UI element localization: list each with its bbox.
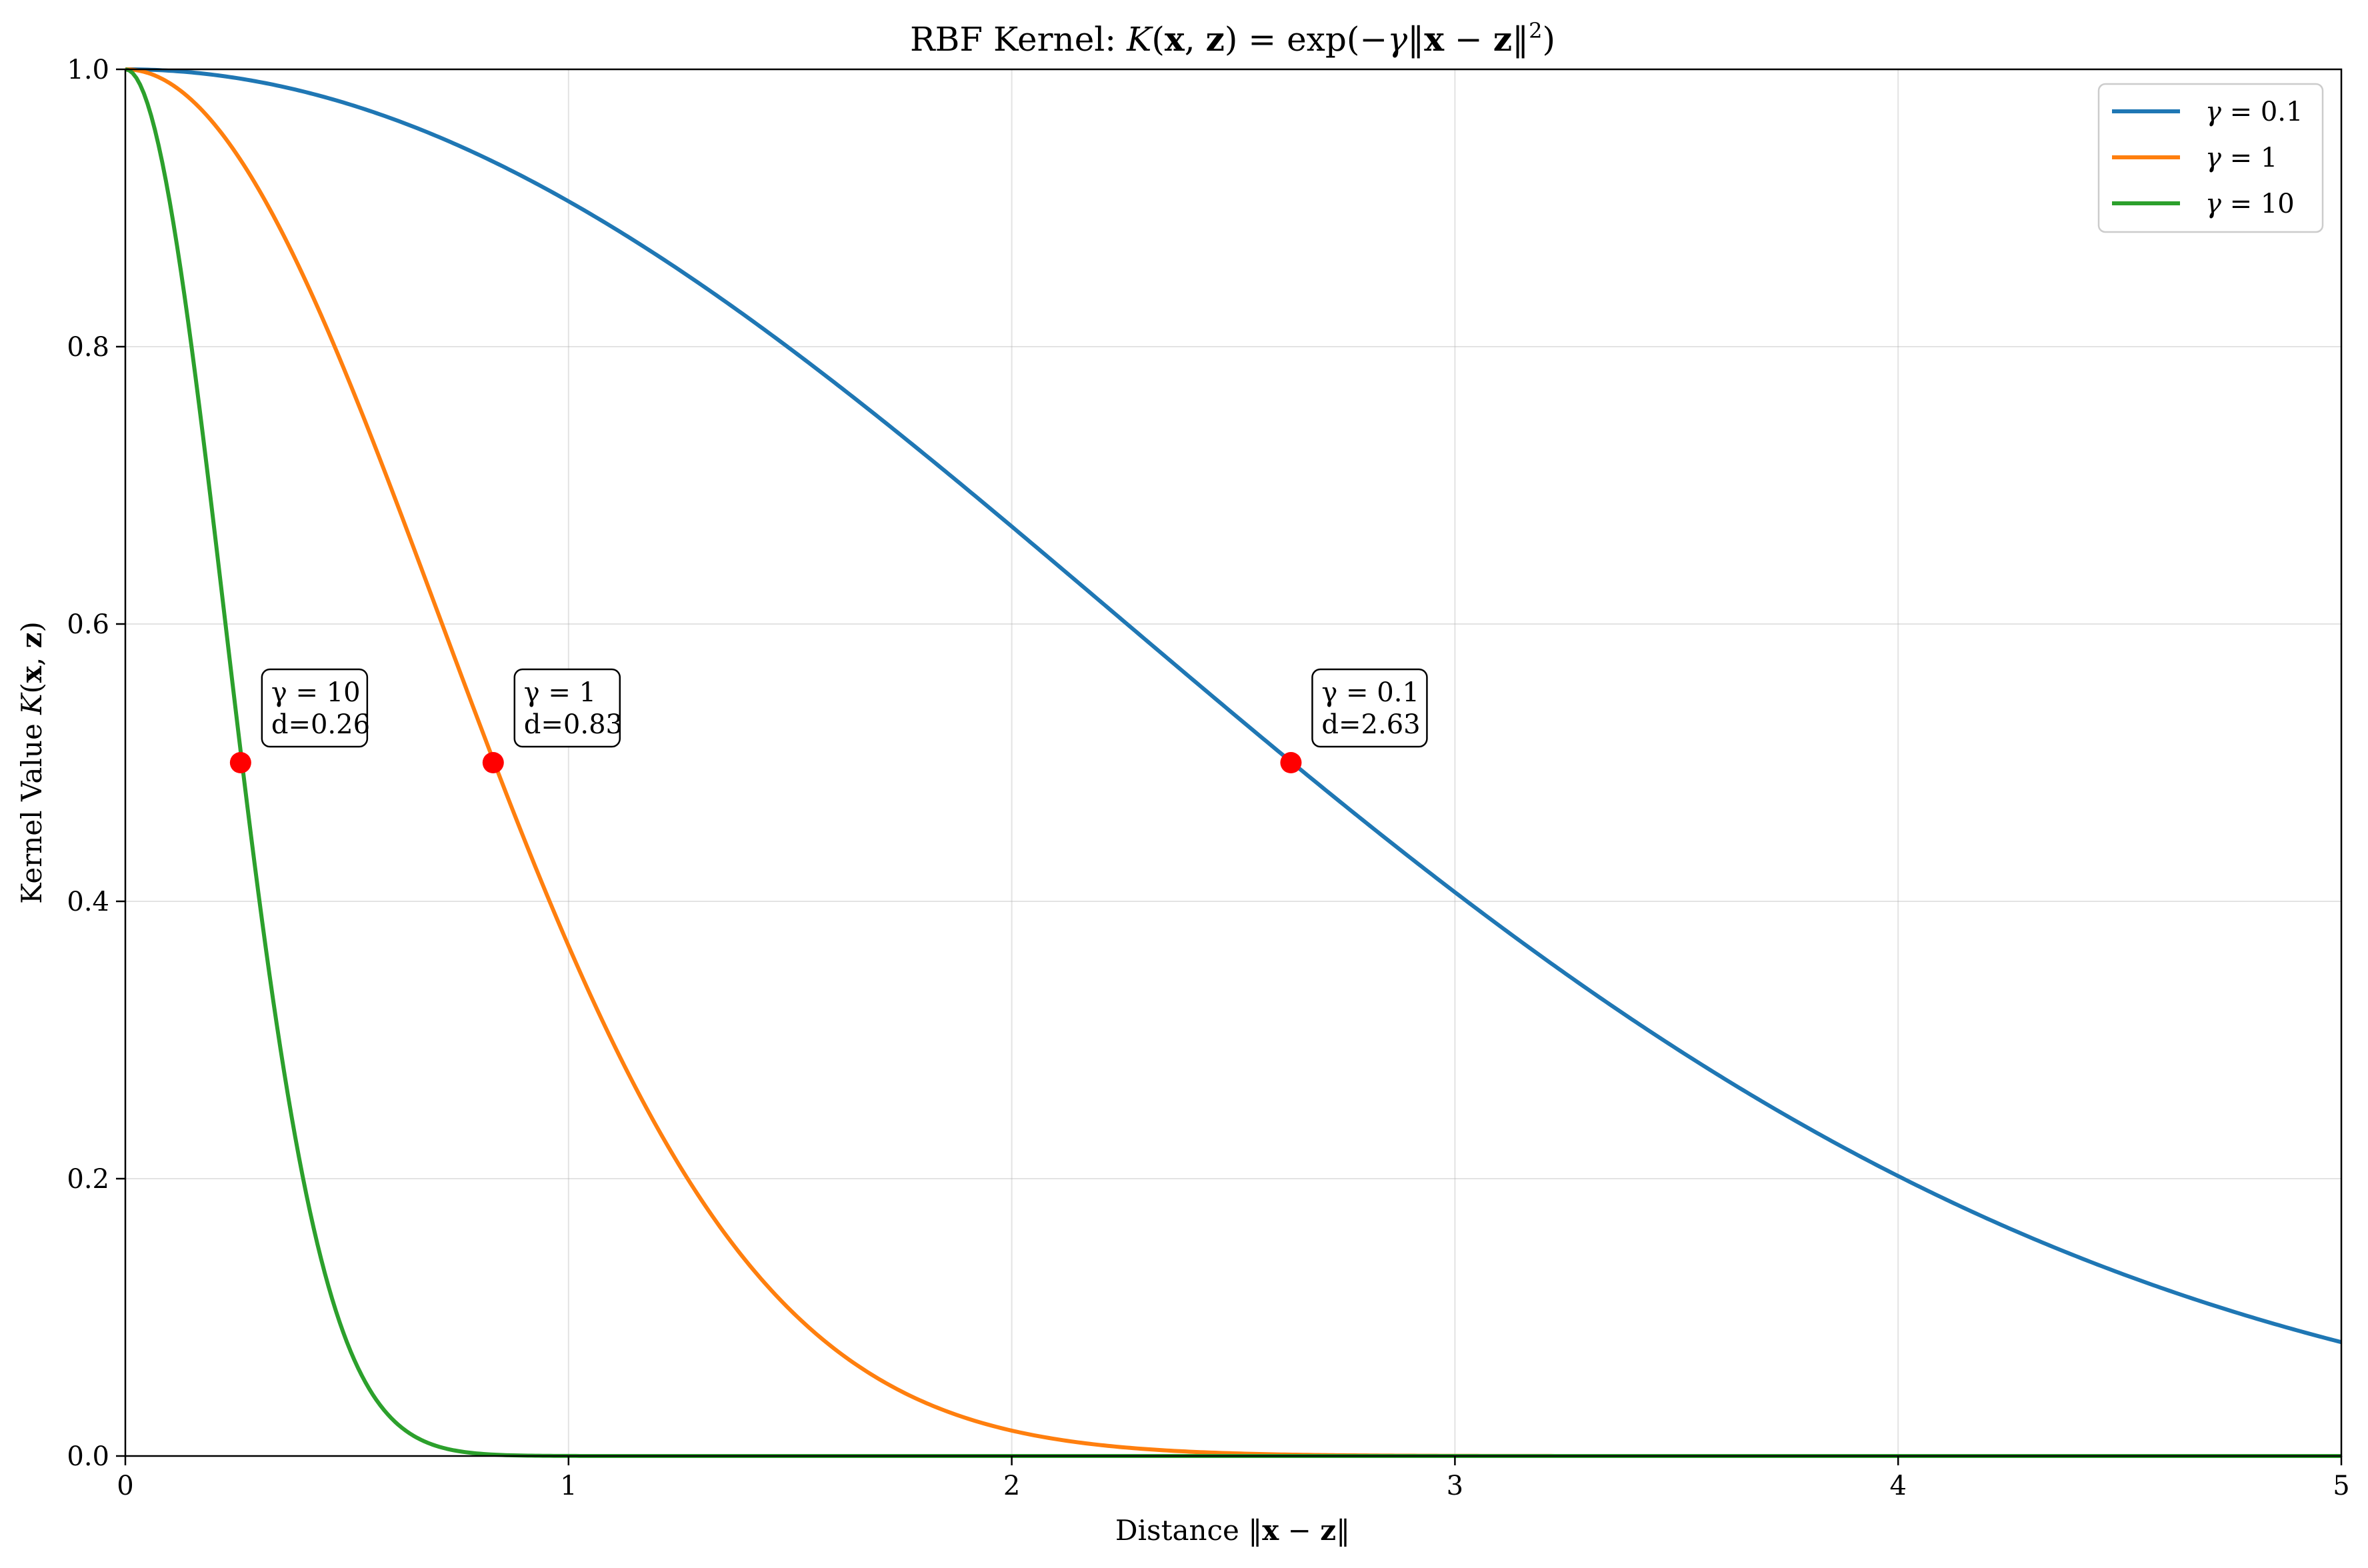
annotation-frame (261, 668, 369, 748)
y-tick-label: 0.2 (67, 1164, 109, 1195)
y-tick-label: 0.6 (67, 609, 109, 640)
annotation-distance: d=2.63 (1321, 709, 1420, 740)
annotation-gamma: γ = 0.1 (1321, 677, 1419, 708)
half-value-points (229, 752, 1302, 773)
series-line-gamma-10 (125, 67, 2341, 1458)
annotation-distance: d=0.83 (524, 709, 623, 740)
chart-title: RBF Kernel: K(x, z) = exp(−γ‖x − z‖2) (910, 18, 1555, 59)
legend-entry-gamma-0.1: γ = 0.1 (2112, 97, 2303, 127)
half-value-point (1280, 752, 1302, 773)
y-axis-label: Kernel Value K(x, z) (15, 621, 48, 904)
x-tick-label: 1 (560, 1471, 577, 1501)
annotations: γ = 10d=0.26 γ = 1d=0.83 γ = 0.1d=2.63 (261, 668, 1428, 748)
x-tick-label: 0 (117, 1471, 133, 1501)
x-tick-label: 5 (2333, 1471, 2349, 1501)
x-axis-label: Distance ‖x − z‖ (1115, 1514, 1350, 1547)
x-tick-label: 3 (1447, 1471, 1463, 1501)
legend-entry-gamma-1: γ = 1 (2112, 143, 2277, 173)
y-ticks: 0.0 0.2 0.4 0.6 0.8 1.0 (67, 55, 125, 1472)
half-value-point (482, 752, 504, 773)
annotation-box: γ = 1d=0.83 (513, 668, 623, 748)
svg-text:γ = 10: γ = 10 (2205, 189, 2295, 219)
x-tick-label: 2 (1003, 1471, 1020, 1501)
legend: γ = 0.1 γ = 1 γ = 10 (2097, 83, 2324, 233)
y-tick-label: 1.0 (67, 55, 109, 85)
annotation-distance: d=0.26 (271, 709, 370, 740)
grid (125, 69, 2342, 1457)
series-line-gamma-0.1 (125, 67, 2342, 1345)
annotation-gamma: γ = 10 (271, 677, 361, 708)
legend-entry-gamma-10: γ = 10 (2112, 189, 2295, 219)
y-tick-label: 0.4 (67, 887, 109, 917)
plot-frame (124, 68, 2343, 1457)
title-prefix: RBF Kernel: (910, 20, 1127, 59)
annotation-frame (1311, 668, 1428, 748)
legend-box (2097, 83, 2324, 233)
y-tick-label: 0.8 (67, 332, 109, 363)
series-line-gamma-1 (125, 67, 2341, 1458)
x-tick-label: 4 (1889, 1471, 1906, 1501)
svg-text:γ = 1: γ = 1 (2205, 143, 2277, 173)
svg-text:γ = 0.1: γ = 0.1 (2205, 97, 2303, 127)
curves (125, 67, 2342, 1458)
annotation-box: γ = 10d=0.26 (261, 668, 370, 748)
x-ticks: 0 1 2 3 4 5 (117, 1456, 2350, 1501)
half-value-point (229, 752, 251, 773)
annotation-gamma: γ = 1 (524, 677, 596, 708)
y-tick-label: 0.0 (67, 1441, 109, 1472)
annotation-box: γ = 0.1d=2.63 (1311, 668, 1428, 748)
annotation-frame (513, 668, 621, 748)
